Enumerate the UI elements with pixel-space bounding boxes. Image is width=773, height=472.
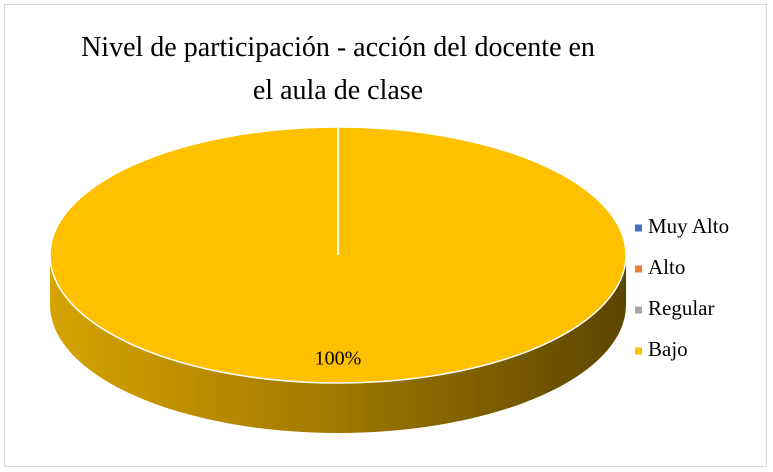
- pie-side: [50, 255, 626, 433]
- legend-label: Regular: [648, 296, 714, 320]
- legend-swatch: [635, 306, 642, 314]
- chart-title: Nivel de participación - acción del doce…: [81, 32, 595, 106]
- data-label: 100%: [315, 348, 362, 370]
- legend-swatch: [635, 347, 642, 355]
- legend-swatch: [635, 265, 642, 273]
- legend-label: Muy Alto: [648, 214, 729, 238]
- chart-frame: [4, 4, 767, 467]
- legend-swatch: [635, 224, 642, 232]
- legend-label: Alto: [648, 255, 685, 279]
- legend-label: Bajo: [648, 337, 688, 361]
